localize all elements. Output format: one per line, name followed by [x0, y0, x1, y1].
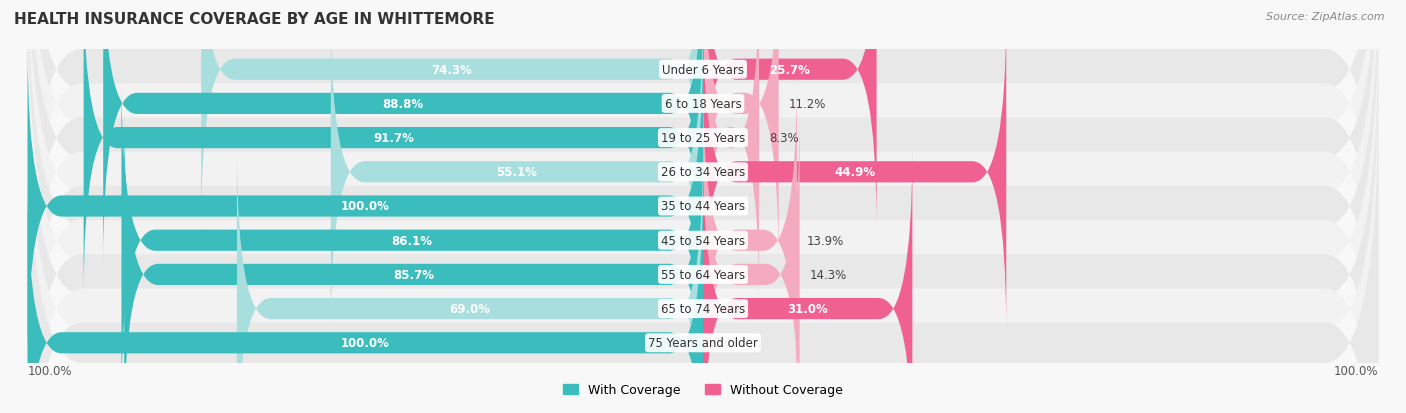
FancyBboxPatch shape [28, 0, 1378, 413]
Text: 75 Years and older: 75 Years and older [648, 337, 758, 349]
FancyBboxPatch shape [83, 0, 703, 298]
FancyBboxPatch shape [703, 0, 876, 230]
FancyBboxPatch shape [703, 149, 912, 413]
Text: 45 to 54 Years: 45 to 54 Years [661, 234, 745, 247]
FancyBboxPatch shape [703, 12, 1007, 332]
FancyBboxPatch shape [28, 47, 703, 366]
FancyBboxPatch shape [28, 56, 1378, 413]
FancyBboxPatch shape [103, 0, 703, 264]
FancyBboxPatch shape [28, 0, 1378, 413]
Text: 91.7%: 91.7% [373, 132, 413, 145]
Text: 31.0%: 31.0% [787, 302, 828, 316]
FancyBboxPatch shape [28, 0, 1378, 391]
Text: 55.1%: 55.1% [496, 166, 537, 179]
Text: 13.9%: 13.9% [807, 234, 844, 247]
Text: HEALTH INSURANCE COVERAGE BY AGE IN WHITTEMORE: HEALTH INSURANCE COVERAGE BY AGE IN WHIT… [14, 12, 495, 27]
Text: 55 to 64 Years: 55 to 64 Years [661, 268, 745, 281]
Text: 100.0%: 100.0% [1334, 364, 1378, 377]
Text: 25.7%: 25.7% [769, 64, 810, 76]
FancyBboxPatch shape [28, 90, 1378, 413]
FancyBboxPatch shape [703, 0, 759, 298]
Text: Source: ZipAtlas.com: Source: ZipAtlas.com [1267, 12, 1385, 22]
FancyBboxPatch shape [121, 81, 703, 401]
FancyBboxPatch shape [238, 149, 703, 413]
FancyBboxPatch shape [28, 0, 1378, 357]
Text: 65 to 74 Years: 65 to 74 Years [661, 302, 745, 316]
FancyBboxPatch shape [124, 115, 703, 413]
Text: 100.0%: 100.0% [28, 364, 72, 377]
FancyBboxPatch shape [28, 22, 1378, 413]
Text: 35 to 44 Years: 35 to 44 Years [661, 200, 745, 213]
Text: 6 to 18 Years: 6 to 18 Years [665, 97, 741, 111]
Text: 100.0%: 100.0% [340, 337, 389, 349]
Text: 44.9%: 44.9% [834, 166, 875, 179]
Text: 26 to 34 Years: 26 to 34 Years [661, 166, 745, 179]
FancyBboxPatch shape [28, 183, 703, 413]
Text: 86.1%: 86.1% [392, 234, 433, 247]
Text: 19 to 25 Years: 19 to 25 Years [661, 132, 745, 145]
FancyBboxPatch shape [703, 0, 779, 264]
Text: 14.3%: 14.3% [810, 268, 846, 281]
FancyBboxPatch shape [330, 12, 703, 332]
Text: Under 6 Years: Under 6 Years [662, 64, 744, 76]
Text: 0.0%: 0.0% [713, 337, 742, 349]
FancyBboxPatch shape [201, 0, 703, 230]
Text: 74.3%: 74.3% [432, 64, 472, 76]
Text: 69.0%: 69.0% [450, 302, 491, 316]
Text: 100.0%: 100.0% [340, 200, 389, 213]
Legend: With Coverage, Without Coverage: With Coverage, Without Coverage [558, 378, 848, 401]
FancyBboxPatch shape [703, 81, 797, 401]
FancyBboxPatch shape [28, 0, 1378, 413]
Text: 8.3%: 8.3% [769, 132, 799, 145]
Text: 88.8%: 88.8% [382, 97, 423, 111]
Text: 11.2%: 11.2% [789, 97, 827, 111]
Text: 0.0%: 0.0% [713, 200, 742, 213]
FancyBboxPatch shape [703, 115, 800, 413]
FancyBboxPatch shape [28, 0, 1378, 323]
Text: 85.7%: 85.7% [394, 268, 434, 281]
